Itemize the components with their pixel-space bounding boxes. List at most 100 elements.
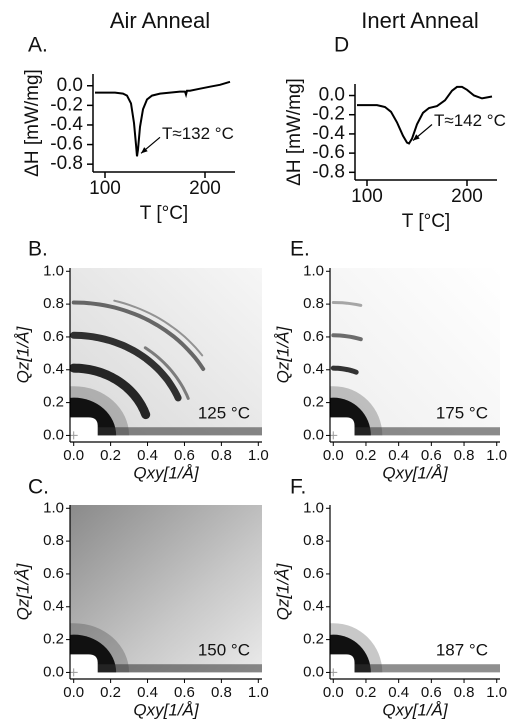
beam-center <box>330 431 338 440</box>
x-tick-label: 0.6 <box>174 684 195 701</box>
panel-title: Air Anneal <box>110 8 210 33</box>
y-tick-label: 0.4 <box>303 598 324 615</box>
scattering-image <box>70 505 262 679</box>
x-tick-label: 0.8 <box>211 447 232 464</box>
x-axis-label: Qxy[1/Å] <box>133 463 199 482</box>
y-tick-label: 0.8 <box>43 295 64 312</box>
diffraction-ring <box>143 346 190 400</box>
temperature-label: 125 °C <box>198 403 250 422</box>
dsc-curve <box>95 80 231 157</box>
y-tick-label: 0.2 <box>43 394 64 411</box>
x-tick-label: 0.8 <box>454 447 475 464</box>
beam-center <box>70 668 78 677</box>
y-tick-label: -0.2 <box>312 104 345 125</box>
y-tick-label: 0.6 <box>43 328 64 345</box>
x-tick-label: 1.0 <box>486 684 507 701</box>
annotation-arrowhead <box>413 134 420 141</box>
beam-center <box>70 431 78 440</box>
y-tick-label: -0.4 <box>312 123 345 144</box>
x-tick-label: 0.4 <box>137 684 158 701</box>
y-tick-label: -0.6 <box>312 142 345 163</box>
x-tick-label: 0.2 <box>356 684 377 701</box>
y-axis-label: ΔH [mW/mg] <box>284 78 305 186</box>
y-tick-label: 0.4 <box>43 361 64 378</box>
x-tick-label: 0.0 <box>63 684 84 701</box>
beamstop-shadow <box>70 435 262 442</box>
y-axis-label: Qz[1/Å] <box>13 325 32 383</box>
y-tick-label: 1.0 <box>43 262 64 279</box>
y-tick-label: -0.2 <box>50 94 83 115</box>
horizon-band <box>73 664 262 673</box>
y-tick-label: 0.8 <box>303 532 324 549</box>
y-tick-label: 0.0 <box>303 426 324 443</box>
annotation: T≈142 °C <box>434 111 506 130</box>
temperature-label: 150 °C <box>198 640 250 659</box>
beam-center <box>330 668 338 677</box>
horizon-band <box>73 427 262 436</box>
panel-label: D <box>334 34 349 57</box>
x-tick-label: 0.0 <box>323 447 344 464</box>
dsc-curve <box>357 85 493 145</box>
panel-title: Inert Anneal <box>361 8 478 33</box>
y-tick-label: 0.6 <box>303 565 324 582</box>
x-tick-label: 0.4 <box>137 447 158 464</box>
x-tick-label: 0.6 <box>421 447 442 464</box>
scattering-image <box>70 268 262 442</box>
diffraction-ring <box>113 299 204 357</box>
y-tick-label: 1.0 <box>303 499 324 516</box>
y-axis-label: ΔH [mW/mg] <box>22 69 43 177</box>
annotation-arrowhead <box>141 147 148 154</box>
beamstop-shadow <box>70 672 262 679</box>
y-tick-label: 1.0 <box>43 499 64 516</box>
x-tick-label: 0.2 <box>100 447 121 464</box>
x-tick-label: 1.0 <box>248 684 269 701</box>
x-tick-label: 0.0 <box>323 684 344 701</box>
x-tick-label: 0.8 <box>211 684 232 701</box>
x-tick-label: 0.2 <box>100 684 121 701</box>
x-tick-label: 100 <box>89 178 121 199</box>
x-tick-label: 0.0 <box>63 447 84 464</box>
x-tick-label: 0.6 <box>174 447 195 464</box>
x-tick-label: 0.4 <box>388 684 409 701</box>
horizon-band <box>333 427 500 436</box>
x-tick-label: 0.8 <box>454 684 475 701</box>
panel-label: A. <box>28 34 48 57</box>
y-axis-label: Qz[1/Å] <box>273 325 292 383</box>
beamstop-shadow <box>330 435 500 442</box>
y-tick-label: 0.6 <box>303 328 324 345</box>
beamstop-shadow <box>330 672 500 679</box>
x-tick-label: 0.6 <box>421 684 442 701</box>
y-tick-label: 0.0 <box>303 663 324 680</box>
y-tick-label: 0.0 <box>57 75 83 96</box>
y-tick-label: -0.8 <box>50 153 83 174</box>
y-axis-label: Qz[1/Å] <box>13 562 32 620</box>
x-tick-label: 200 <box>189 178 221 199</box>
diffraction-ring <box>331 333 363 342</box>
annotation: T≈132 °C <box>162 124 234 143</box>
x-tick-label: 0.2 <box>356 447 377 464</box>
y-tick-label: 0.4 <box>303 361 324 378</box>
y-tick-label: 0.8 <box>43 532 64 549</box>
y-tick-label: -0.4 <box>50 114 83 135</box>
y-tick-label: 0.6 <box>43 565 64 582</box>
y-tick-label: 1.0 <box>303 262 324 279</box>
y-tick-label: -0.6 <box>50 134 83 155</box>
y-tick-label: 0.0 <box>43 663 64 680</box>
panel-label: B. <box>28 238 48 261</box>
diffraction-ring <box>70 363 151 420</box>
x-axis-label: Qxy[1/Å] <box>382 700 448 719</box>
x-tick-label: 1.0 <box>248 447 269 464</box>
x-tick-label: 0.4 <box>388 447 409 464</box>
panel-label: C. <box>28 476 49 499</box>
panel-label: E. <box>290 238 310 261</box>
y-axis-label: Qz[1/Å] <box>273 562 292 620</box>
x-axis-label: T [°C] <box>140 203 188 224</box>
diffraction-ring <box>330 365 359 375</box>
x-tick-label: 100 <box>351 186 383 207</box>
panel-label: F. <box>290 476 306 499</box>
temperature-label: 175 °C <box>436 403 488 422</box>
x-axis-label: Qxy[1/Å] <box>382 463 448 482</box>
y-tick-label: 0.8 <box>303 295 324 312</box>
